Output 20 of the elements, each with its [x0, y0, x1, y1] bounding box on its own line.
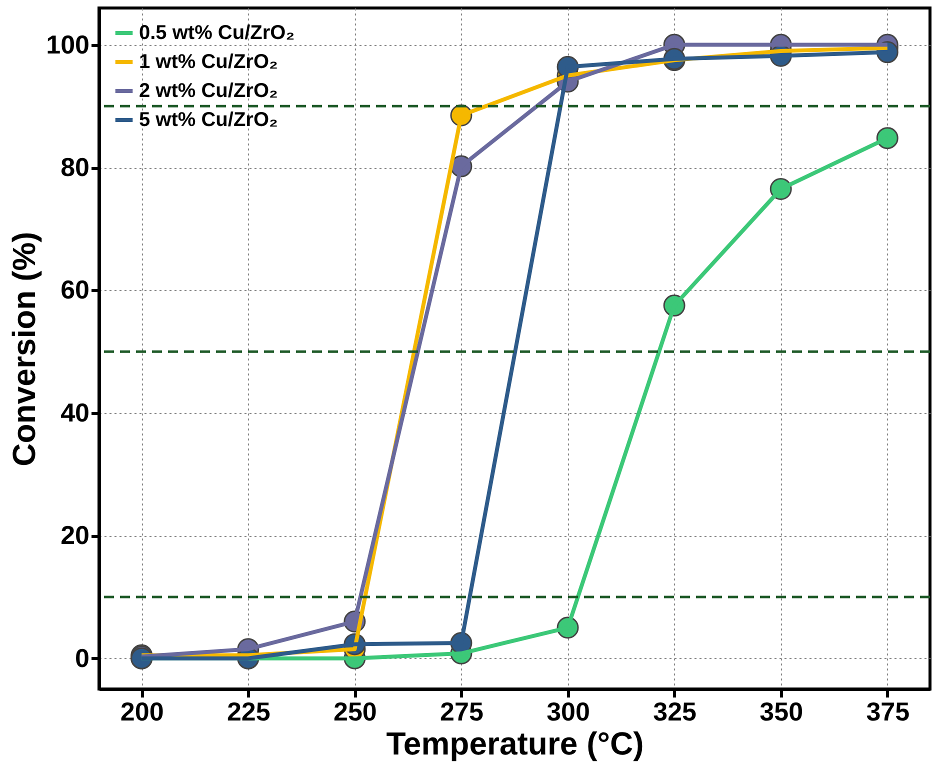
y-tick-label: 60 — [60, 274, 90, 305]
legend-label: 2 wt% Cu/ZrO₂ — [139, 80, 278, 102]
x-tick-label: 325 — [653, 696, 697, 726]
x-tick-label: 250 — [333, 696, 377, 726]
x-axis-title: Temperature (°C) — [386, 726, 644, 762]
x-tick-label: 225 — [226, 696, 270, 726]
y-tick-label: 20 — [60, 520, 90, 550]
y-tick-label: 80 — [60, 152, 90, 182]
legend-label: 1 wt% Cu/ZrO₂ — [139, 51, 278, 73]
x-tick-label: 200 — [120, 696, 164, 726]
y-tick-label: 0 — [75, 642, 90, 673]
x-tick-label: 375 — [866, 696, 910, 726]
x-tick-label: 350 — [760, 696, 804, 726]
legend-label: 5 wt% Cu/ZrO₂ — [139, 109, 278, 131]
x-tick-label: 300 — [546, 696, 590, 726]
legend-label: 0.5 wt% Cu/ZrO₂ — [139, 22, 295, 44]
y-axis-title: Conversion (%) — [6, 232, 42, 466]
y-tick-label: 100 — [46, 29, 90, 60]
x-tick-label: 275 — [440, 696, 484, 726]
y-tick-label: 40 — [60, 397, 90, 428]
